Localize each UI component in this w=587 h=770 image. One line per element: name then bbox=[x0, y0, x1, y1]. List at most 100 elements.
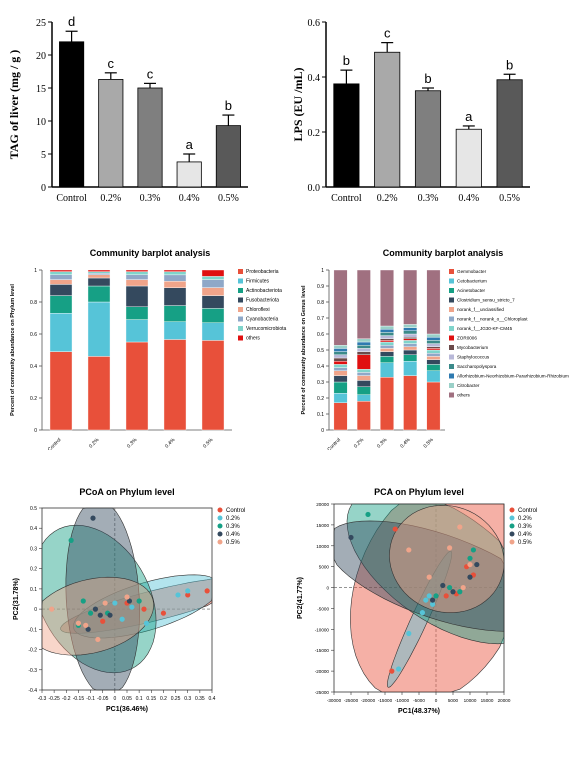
legend-marker bbox=[217, 507, 223, 513]
x-axis-label: PC1(48.37%) bbox=[398, 708, 440, 715]
stacked-bar-segment bbox=[380, 356, 394, 364]
data-point bbox=[68, 537, 74, 543]
y-tick-label: 0.8 bbox=[30, 300, 37, 306]
data-point bbox=[430, 597, 436, 603]
x-tick-label: 0.2% bbox=[88, 437, 101, 450]
stacked-bar-segment bbox=[333, 367, 348, 371]
y-tick-label: 0.6 bbox=[308, 18, 321, 29]
stacked-bar-segment bbox=[403, 324, 418, 328]
data-point bbox=[406, 547, 412, 553]
bar bbox=[59, 41, 85, 188]
data-point bbox=[185, 588, 191, 594]
stacked-bar-segment bbox=[426, 352, 441, 357]
stacked-bar-segment bbox=[49, 351, 73, 431]
x-tick-label: 10000 bbox=[464, 698, 477, 703]
data-point bbox=[143, 620, 150, 626]
y-tick-label: 0.6 bbox=[30, 332, 37, 338]
stacked-bar-segment bbox=[333, 392, 348, 403]
x-tick-label: -25000 bbox=[344, 698, 359, 703]
y-tick-label: 5 bbox=[41, 150, 46, 161]
data-point bbox=[185, 592, 191, 598]
stacked-bar-segment bbox=[163, 271, 187, 276]
bar bbox=[176, 161, 202, 188]
stacked-bar-segment bbox=[356, 375, 371, 381]
y-tick-label: 0.2 bbox=[30, 567, 37, 573]
stacked-bar-segment bbox=[201, 269, 225, 277]
stacked-bar-segment bbox=[201, 276, 225, 280]
stacked-bar-segment bbox=[380, 269, 394, 327]
genus-stacked-bar-chart: Community barplot analysis 0 0.1 0.2 0.3 0.4 0… bbox=[293, 240, 587, 453]
data-point bbox=[457, 524, 463, 530]
y-tick-label: 20000 bbox=[316, 502, 329, 507]
stacked-bar-segment bbox=[333, 269, 348, 346]
stacked-bar-segment bbox=[380, 362, 394, 378]
data-point bbox=[80, 598, 86, 604]
confidence-ellipse bbox=[65, 507, 140, 691]
stacked-bar-segment bbox=[403, 375, 418, 431]
stacked-bar-segment bbox=[356, 368, 371, 373]
legend-label: 0.4% bbox=[518, 532, 532, 538]
x-tick-label: 0.35 bbox=[195, 696, 205, 702]
x-tick-label: 0 bbox=[435, 698, 438, 703]
y-tick-label: 0.2 bbox=[308, 128, 321, 139]
significance-letter: c bbox=[108, 56, 115, 71]
stacked-bar-segment bbox=[426, 364, 441, 372]
x-tick-label: 0.4% bbox=[458, 193, 479, 204]
data-point bbox=[83, 622, 89, 628]
stacked-bar-segment bbox=[380, 332, 394, 336]
confidence-ellipse bbox=[333, 520, 505, 632]
legend-swatch bbox=[238, 269, 243, 274]
y-tick-label: 20 bbox=[36, 51, 46, 62]
y-tick-label: 0 bbox=[34, 428, 37, 434]
y-tick-label: -5000 bbox=[317, 606, 329, 611]
stacked-bar-segment bbox=[49, 312, 73, 352]
legend-swatch bbox=[238, 297, 243, 303]
legend-label: Actinobacteriota bbox=[246, 288, 282, 294]
x-tick-label: 0.2 bbox=[160, 696, 167, 702]
x-tick-label: 0.3 bbox=[184, 696, 191, 702]
x-tick-label: 0.3% bbox=[140, 193, 161, 204]
legend-label: 0.3% bbox=[226, 524, 240, 530]
stacked-bar-segment bbox=[87, 356, 111, 431]
legend-swatch bbox=[449, 326, 454, 331]
y-tick-label: 15000 bbox=[316, 523, 329, 528]
bar bbox=[496, 79, 523, 188]
y-tick-label: 10 bbox=[36, 117, 46, 128]
significance-letter: b bbox=[225, 98, 232, 113]
y-tick-label: 0.5 bbox=[30, 506, 37, 512]
data-point bbox=[426, 593, 432, 599]
legend-marker bbox=[509, 531, 515, 537]
stacked-bar-segment bbox=[356, 386, 371, 396]
bar bbox=[215, 125, 241, 188]
stacked-bar-segment bbox=[380, 344, 394, 349]
data-point bbox=[90, 515, 96, 521]
confidence-ellipse bbox=[386, 550, 453, 688]
legend-marker bbox=[217, 515, 223, 521]
stacked-bar-segment bbox=[163, 321, 187, 340]
stacked-bar-segment bbox=[380, 335, 394, 339]
x-tick-label: 0.2% bbox=[100, 193, 121, 204]
data-point bbox=[126, 598, 133, 604]
x-tick-label: 0.2% bbox=[353, 437, 366, 450]
legend-swatch bbox=[449, 383, 454, 388]
legend-label: 0.4% bbox=[226, 532, 240, 538]
x-tick-label: -0.2 bbox=[62, 696, 71, 702]
x-tick-label: -5000 bbox=[413, 698, 425, 703]
x-tick-label: 0.05 bbox=[122, 696, 132, 702]
stacked-bar-segment bbox=[125, 285, 149, 307]
stacked-bar-segment bbox=[380, 376, 394, 431]
x-tick-label: 0.4 bbox=[209, 696, 216, 702]
stacked-bar-segment bbox=[426, 269, 441, 335]
stacked-bar-segment bbox=[403, 336, 418, 339]
stacked-bar-segment bbox=[426, 346, 441, 349]
stacked-bar-segment bbox=[163, 269, 187, 272]
data-point bbox=[204, 588, 210, 594]
x-tick-label: -0.15 bbox=[73, 696, 85, 702]
data-point bbox=[433, 593, 439, 599]
y-tick-label: 0.4 bbox=[30, 364, 37, 370]
data-point bbox=[406, 630, 412, 637]
x-tick-label: 0.1 bbox=[136, 696, 143, 702]
significance-letter: b bbox=[424, 71, 431, 86]
x-axis-label: PC1(36.46%) bbox=[106, 706, 148, 713]
stacked-bar-segment bbox=[426, 370, 441, 383]
